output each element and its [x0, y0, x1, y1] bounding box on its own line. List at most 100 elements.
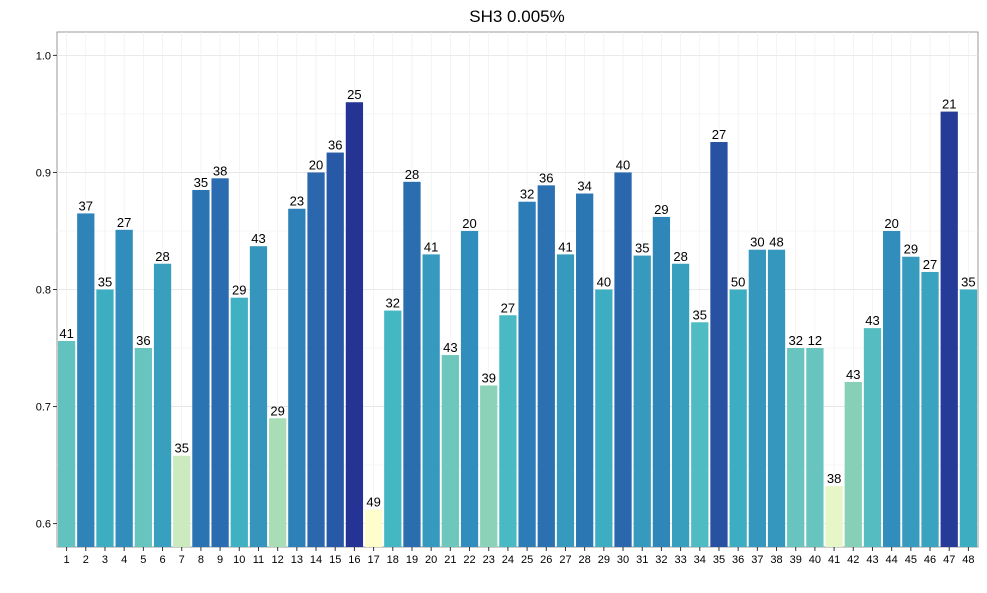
x-tick-label: 25 [521, 554, 533, 566]
bar-label-42: 43 [846, 367, 860, 382]
bar-10 [230, 297, 248, 547]
bar-label-27: 41 [558, 239, 572, 254]
x-tick-label: 19 [406, 554, 418, 566]
bar-23 [480, 385, 498, 547]
bar-label-10: 29 [232, 283, 246, 298]
bar-28 [576, 193, 594, 548]
x-tick-label: 8 [198, 554, 204, 566]
x-tick-label: 9 [217, 554, 223, 566]
bar-label-25: 32 [520, 187, 534, 202]
x-tick-label: 37 [751, 554, 763, 566]
x-tick-label: 5 [140, 554, 146, 566]
bar-17 [364, 509, 383, 547]
bar-42 [844, 381, 862, 547]
x-tick-label: 4 [121, 554, 127, 566]
y-tick-label: 0.6 [36, 519, 51, 531]
x-tick-label: 26 [540, 554, 552, 566]
y-tick-label: 0.9 [36, 167, 51, 179]
x-tick-label: 3 [102, 554, 108, 566]
bar-47 [940, 111, 958, 547]
x-tick-label: 27 [559, 554, 571, 566]
x-tick-label: 7 [179, 554, 185, 566]
x-axis: 1 2 3 4 5 6 7 8 9 10 11 12 13 14 15 16 17 18 19 20 21 22 23 24 2… [64, 547, 975, 566]
y-axis: 0.6 0.7 0.8 0.9 1.0 [36, 50, 57, 531]
bar-label-26: 36 [539, 170, 553, 185]
bar-label-13: 23 [290, 194, 304, 209]
x-tick-label: 44 [886, 554, 898, 566]
bar-30 [614, 172, 632, 548]
bar-label-3: 35 [98, 275, 112, 290]
x-tick-label: 45 [905, 554, 917, 566]
bar-label-1: 41 [59, 326, 73, 341]
x-tick-label: 43 [866, 554, 878, 566]
bar-label-40: 12 [808, 333, 822, 348]
bar-label-39: 32 [788, 333, 802, 348]
x-tick-label: 39 [790, 554, 802, 566]
x-tick-label: 31 [636, 554, 648, 566]
bar-label-23: 39 [481, 370, 495, 385]
x-tick-label: 1 [64, 554, 70, 566]
bar-19 [403, 181, 421, 547]
bar-46 [921, 271, 939, 547]
x-tick-label: 28 [579, 554, 591, 566]
bar-label-46: 27 [923, 257, 937, 272]
bar-27 [556, 254, 575, 548]
bar-21 [441, 355, 459, 547]
bar-13 [288, 208, 306, 547]
bar-33 [671, 263, 690, 547]
bar-8 [192, 190, 210, 548]
bar-label-11: 43 [251, 231, 265, 246]
bar-label-22: 20 [462, 216, 476, 231]
bar-14 [307, 172, 325, 548]
bars [57, 102, 978, 548]
x-tick-label: 10 [233, 554, 245, 566]
bar-41 [825, 486, 843, 547]
bar-label-35: 27 [712, 127, 726, 142]
bar-11 [249, 246, 268, 547]
x-tick-label: 18 [387, 554, 399, 566]
bar-label-24: 27 [501, 300, 515, 315]
x-tick-label: 21 [444, 554, 456, 566]
bar-9 [211, 178, 229, 547]
bar-label-47: 21 [942, 97, 956, 112]
bar-32 [652, 216, 671, 547]
bar-43 [863, 328, 882, 547]
bar-44 [883, 230, 901, 547]
x-tick-label: 41 [828, 554, 840, 566]
bar-labels: 41 37 35 27 36 28 35 35 38 29 43 29 23 20 36 25 49 32 28 41… [59, 87, 975, 509]
x-tick-label: 46 [924, 554, 936, 566]
bar-label-44: 20 [884, 216, 898, 231]
bar-37 [748, 249, 766, 548]
bar-label-31: 35 [635, 241, 649, 256]
x-tick-label: 20 [425, 554, 437, 566]
x-tick-label: 32 [655, 554, 667, 566]
x-tick-label: 29 [598, 554, 610, 566]
bar-label-16: 25 [347, 87, 361, 102]
bar-39 [787, 348, 805, 547]
bar-20 [422, 254, 440, 548]
bar-34 [691, 322, 709, 547]
bar-label-7: 35 [174, 441, 188, 456]
bar-label-6: 28 [155, 249, 169, 264]
bar-label-45: 29 [904, 242, 918, 257]
x-tick-label: 42 [847, 554, 859, 566]
bar-36 [729, 289, 747, 547]
bar-22 [460, 230, 479, 547]
bar-4 [115, 229, 133, 547]
bar-label-29: 40 [597, 275, 611, 290]
bar-29 [595, 289, 613, 547]
bar-40 [806, 348, 824, 547]
x-tick-label: 2 [83, 554, 89, 566]
y-tick-label: 0.7 [36, 402, 51, 414]
bar-38 [767, 249, 786, 548]
x-tick-label: 38 [770, 554, 782, 566]
x-tick-label: 15 [329, 554, 341, 566]
bar-45 [902, 256, 920, 547]
bar-label-30: 40 [616, 157, 630, 172]
x-tick-label: 48 [962, 554, 974, 566]
bar-label-34: 35 [693, 307, 707, 322]
x-tick-label: 22 [463, 554, 475, 566]
bar-26 [537, 185, 555, 548]
bar-label-21: 43 [443, 340, 457, 355]
